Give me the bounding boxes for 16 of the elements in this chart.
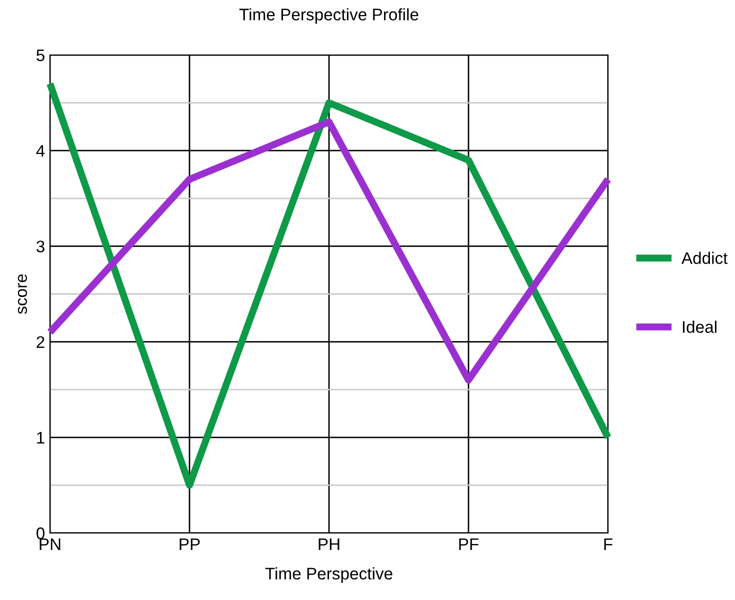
x-tick-label: F	[604, 538, 612, 550]
legend-label: Addict	[681, 252, 728, 264]
chart-title: Time Perspective Profile	[239, 8, 418, 24]
y-tick-label: 0	[36, 527, 44, 540]
y-tick-label: 5	[36, 50, 44, 62]
legend-label: Ideal	[682, 320, 716, 333]
x-tick-label: PP	[180, 538, 200, 550]
y-tick-label: 4	[36, 145, 45, 157]
y-tick-label: 1	[37, 432, 44, 444]
y-tick-label: 3	[36, 240, 44, 252]
x-tick-label: PN	[40, 538, 60, 550]
y-axis-title: score	[18, 274, 28, 314]
x-axis-title: Time Perspective	[265, 567, 392, 583]
x-tick-label: PH	[318, 538, 340, 550]
y-tick-label: 2	[36, 336, 44, 348]
x-tick-label: PF	[459, 538, 478, 550]
